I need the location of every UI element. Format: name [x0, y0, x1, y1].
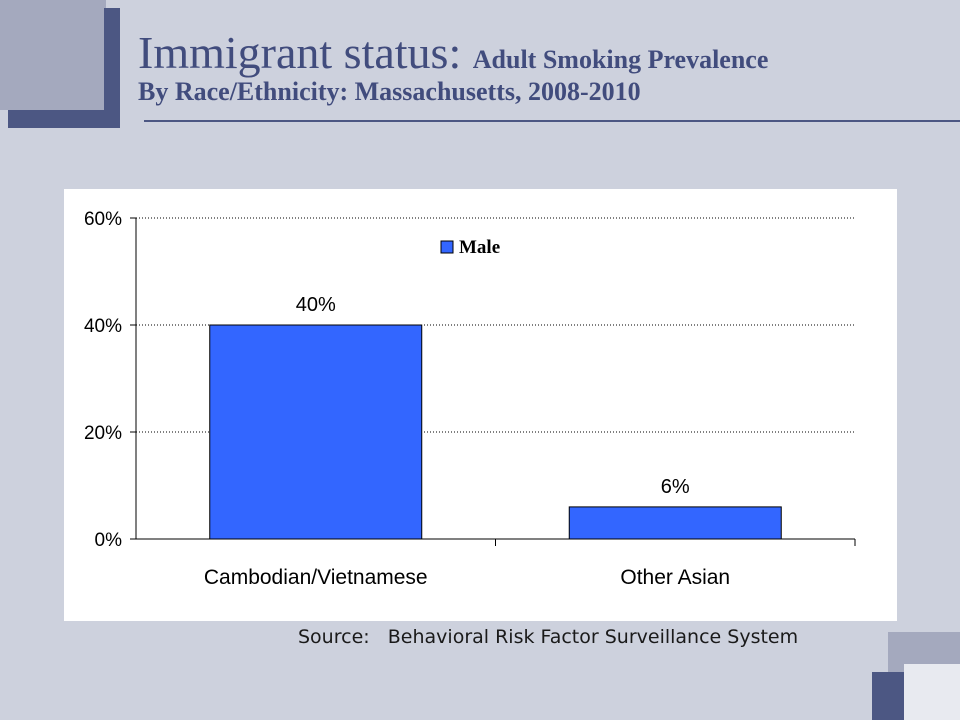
- decorative-square-light-bottom: [904, 664, 960, 720]
- y-tick-label: 60%: [84, 209, 122, 230]
- slide-title: Immigrant status: Adult Smoking Prevalen…: [138, 26, 948, 107]
- bar-chart: 0% 20% 40% 60% 40% Cambodian/Vietnamese 6% Othe…: [84, 209, 856, 589]
- title-second-line: By Race/Ethnicity: Massachusetts, 2008-2…: [138, 77, 641, 106]
- bar: [568, 506, 782, 540]
- bar: [209, 324, 423, 540]
- title-subtitle: Adult Smoking Prevalence: [472, 45, 769, 74]
- x-tick-label: Other Asian: [620, 566, 730, 589]
- y-tick-label: 20%: [84, 423, 122, 444]
- data-label: 6%: [661, 476, 690, 498]
- source-note: Source: Behavioral Risk Factor Surveilla…: [298, 626, 799, 648]
- legend-swatch: [440, 240, 454, 254]
- y-tick-label: 40%: [84, 316, 122, 337]
- title-underline: [144, 120, 960, 122]
- x-tick-label: Cambodian/Vietnamese: [204, 566, 428, 589]
- title-main: Immigrant status:: [138, 27, 473, 78]
- legend-label: Male: [459, 237, 500, 258]
- data-label: 40%: [296, 294, 336, 316]
- chart-panel: 0% 20% 40% 60% 40% Cambodian/Vietnamese 6% Othe…: [64, 189, 897, 621]
- decorative-square-overlay: [0, 0, 104, 110]
- y-tick-label: 0%: [95, 530, 123, 551]
